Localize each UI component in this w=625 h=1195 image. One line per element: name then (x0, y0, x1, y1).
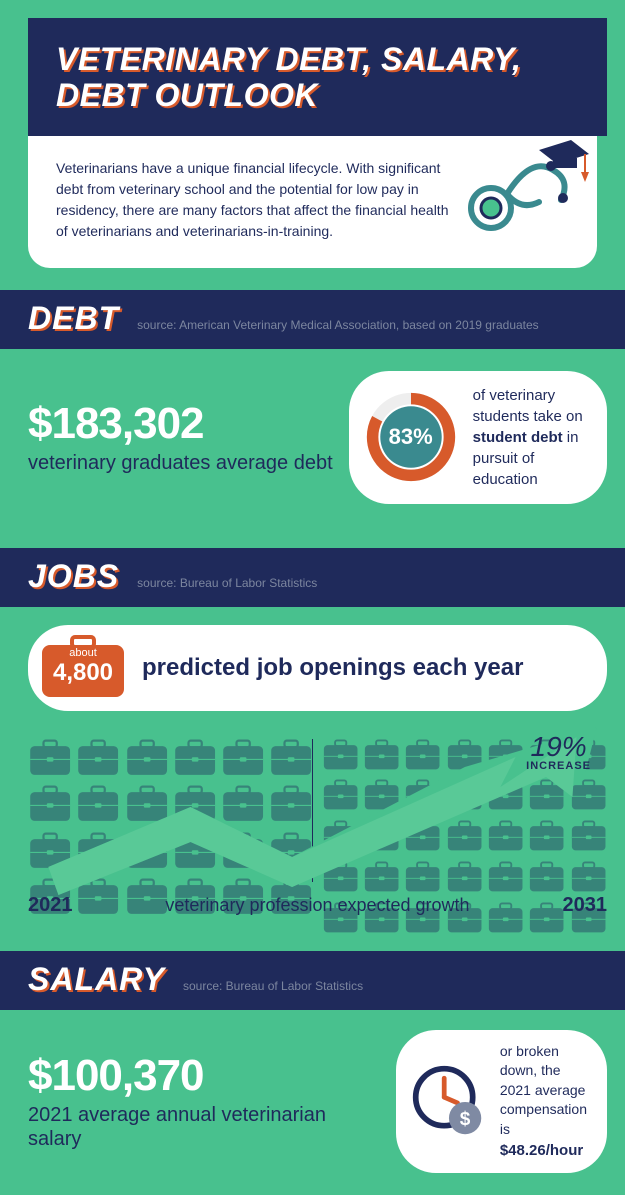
clock-dollar-icon: $ (410, 1063, 486, 1139)
increase-label: 19% INCREASE (526, 733, 591, 772)
salary-value: $100,370 (28, 1051, 382, 1101)
debt-value: $183,302 (28, 399, 333, 449)
increase-pct: 19% (526, 733, 591, 761)
briefcase-badge-icon: about 4,800 (38, 635, 128, 701)
jobs-heading: JOBS (28, 558, 119, 595)
infographic-root: VETERINARY DEBT, SALARY, DEBT OUTLOOK Ve… (0, 18, 625, 1195)
salary-source: source: Bureau of Labor Statistics (183, 979, 363, 993)
debt-pie-pct: 83% (363, 389, 459, 485)
salary-hourly-card: $ or broken down, the 2021 average compe… (396, 1030, 607, 1173)
salary-label: 2021 average annual veterinarian salary (28, 1103, 382, 1151)
debt-source: source: American Veterinary Medical Asso… (137, 318, 539, 332)
svg-text:$: $ (460, 1109, 471, 1130)
jobs-source: source: Bureau of Labor Statistics (137, 576, 317, 590)
salary-section-bar: SALARY source: Bureau of Labor Statistic… (0, 951, 625, 1010)
badge-about: about (38, 647, 128, 659)
salary-stat: $100,370 2021 average annual veterinaria… (28, 1051, 382, 1151)
debt-body: $183,302 veterinary graduates average de… (0, 349, 625, 526)
growth-text: veterinary profession expected growth (165, 895, 469, 916)
jobs-section-bar: JOBS source: Bureau of Labor Statistics (0, 548, 625, 607)
page-title: VETERINARY DEBT, SALARY, DEBT OUTLOOK (56, 42, 579, 114)
jobs-pill: about 4,800 predicted job openings each … (28, 625, 607, 711)
debt-section-bar: DEBT source: American Veterinary Medical… (0, 290, 625, 349)
year-start: 2021 (28, 894, 73, 917)
jobs-body: about 4,800 predicted job openings each … (0, 607, 625, 929)
debt-pie-icon: 83% (363, 389, 459, 485)
title-block: VETERINARY DEBT, SALARY, DEBT OUTLOOK (28, 18, 607, 136)
stethoscope-gradcap-icon (461, 136, 591, 246)
debt-pie-desc: of veterinary students take on student d… (473, 385, 585, 490)
header-card: VETERINARY DEBT, SALARY, DEBT OUTLOOK Ve… (28, 18, 597, 268)
badge-num: 4,800 (38, 659, 128, 687)
growth-arrow-icon (28, 727, 607, 897)
openings-text: predicted job openings each year (142, 654, 523, 682)
growth-footer: 2021 veterinary profession expected grow… (28, 894, 607, 917)
debt-stat: $183,302 veterinary graduates average de… (28, 399, 333, 475)
debt-heading: DEBT (28, 300, 119, 337)
growth-chart: 19% INCREASE 2021 veterinary profession … (28, 727, 607, 917)
salary-heading: SALARY (28, 961, 165, 998)
increase-word: INCREASE (526, 761, 591, 772)
year-end: 2031 (562, 894, 607, 917)
debt-pie-card: 83% of veterinary students take on stude… (349, 371, 607, 504)
debt-label: veterinary graduates average debt (28, 451, 333, 475)
salary-hourly-desc: or broken down, the 2021 average compens… (500, 1042, 587, 1161)
salary-body: $100,370 2021 average annual veterinaria… (0, 1010, 625, 1195)
